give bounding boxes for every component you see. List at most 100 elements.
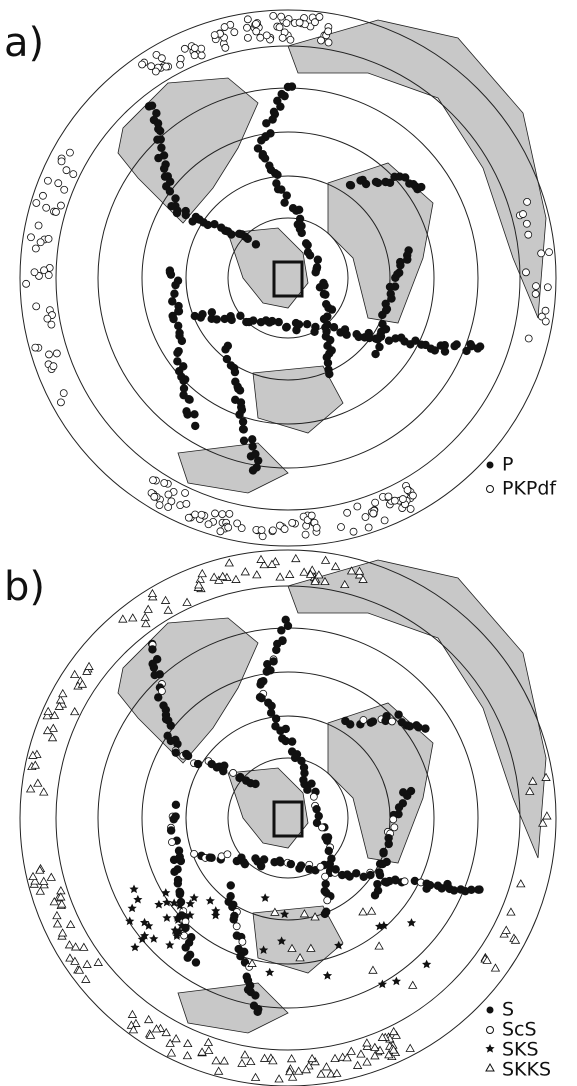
event: [198, 310, 207, 319]
event: [410, 876, 420, 886]
event: [318, 823, 326, 832]
event: [243, 33, 252, 42]
event: [467, 885, 476, 895]
event: [369, 509, 378, 518]
event: [371, 498, 380, 507]
event: [371, 349, 380, 359]
event: [230, 367, 240, 377]
event: [466, 340, 475, 349]
event: [388, 717, 396, 726]
event: [311, 18, 319, 27]
event: [52, 910, 62, 920]
event: [49, 710, 60, 719]
panel-label: a): [4, 20, 44, 66]
event: [354, 566, 365, 575]
event: [229, 915, 238, 924]
event: [197, 51, 206, 60]
event: [160, 172, 170, 181]
event: [57, 201, 65, 210]
event: [204, 1045, 214, 1055]
event: [522, 219, 531, 228]
event: [277, 626, 286, 635]
event: [297, 756, 306, 766]
event: [253, 1007, 262, 1016]
event: [256, 680, 265, 689]
distance-ring: [141, 131, 435, 425]
event: [49, 362, 58, 371]
event: [235, 386, 245, 395]
event: [31, 244, 40, 253]
event: [384, 839, 393, 849]
event: [286, 1054, 297, 1063]
event: [276, 102, 285, 111]
event: [220, 23, 229, 31]
event: [210, 219, 219, 229]
landmass: [327, 702, 434, 864]
event: [57, 928, 68, 937]
legend: S ScS SKS SKKS: [485, 999, 551, 1081]
event: [262, 31, 271, 40]
event: [277, 936, 287, 946]
event: [25, 784, 36, 793]
event: [212, 315, 221, 324]
event: [129, 884, 139, 894]
distance-ring: [227, 757, 349, 879]
event: [374, 941, 384, 950]
event: [388, 1045, 399, 1054]
distance-ring: [19, 549, 557, 1086]
event: [211, 906, 221, 915]
event: [268, 526, 277, 535]
event: [287, 737, 297, 746]
event: [346, 1046, 356, 1055]
event: [532, 282, 540, 290]
event: [251, 240, 261, 249]
event: [523, 197, 531, 206]
event: [74, 965, 85, 974]
event: [183, 953, 192, 962]
event: [190, 51, 199, 60]
event: [151, 1024, 162, 1033]
event: [222, 354, 232, 364]
event: [422, 959, 432, 969]
event: [127, 903, 137, 913]
event: [166, 721, 176, 730]
event: [240, 859, 250, 869]
event: [138, 60, 146, 69]
event: [421, 724, 430, 733]
event: [299, 909, 310, 918]
event: [173, 879, 183, 888]
event: [368, 965, 378, 974]
event: [147, 588, 158, 598]
event: [522, 268, 530, 277]
event: [171, 800, 181, 809]
event: [272, 645, 281, 655]
event: [394, 710, 403, 719]
event: [277, 12, 286, 21]
event: [316, 1069, 326, 1078]
event: [81, 974, 91, 983]
event: [248, 435, 257, 444]
event: [314, 811, 323, 821]
event: [274, 317, 283, 327]
event: [128, 1025, 139, 1034]
event: [219, 766, 228, 776]
event: [163, 605, 173, 614]
event: [373, 178, 383, 188]
landmass: [177, 442, 289, 494]
event: [173, 865, 182, 874]
landmass: [252, 365, 344, 434]
event: [70, 956, 80, 965]
event: [195, 574, 205, 583]
event: [225, 509, 234, 518]
event: [239, 425, 248, 434]
event: [403, 486, 412, 494]
event: [235, 410, 244, 419]
event: [537, 249, 546, 258]
event: [239, 436, 249, 445]
event: [280, 91, 289, 101]
event: [285, 1066, 295, 1076]
event: [281, 736, 290, 746]
event: [379, 920, 389, 930]
distance-ring: [55, 585, 521, 1051]
event: [52, 919, 63, 928]
